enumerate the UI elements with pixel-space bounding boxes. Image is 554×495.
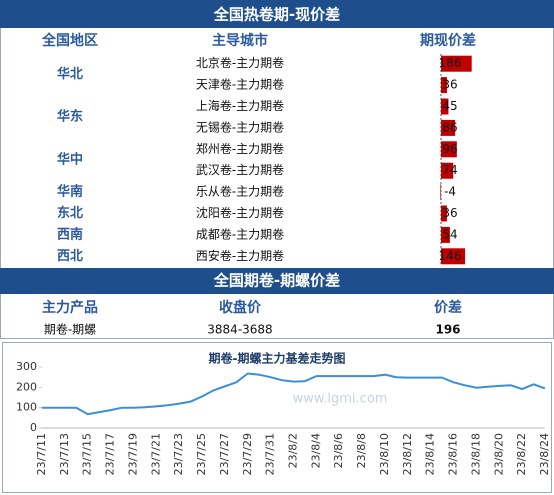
y-tick-label: 200 [16,380,37,393]
region: 西北 [57,249,83,264]
bar [440,184,441,201]
value-label: -4 [444,185,456,199]
header-bar [0,0,554,28]
region: 华南 [57,184,83,200]
column-header: 收盘价 [219,299,262,316]
region: 华中 [57,152,83,168]
city: 乐从卷-主力期卷 [196,184,284,199]
bar [441,248,466,265]
column-header: 主导城市 [212,32,268,49]
city: 郑州卷-主力期卷 [196,141,284,156]
value-label: 96 [442,142,457,156]
city: 武汉卷-主力期卷 [196,162,284,177]
cell: 196 [435,323,460,337]
region: 华东 [57,109,83,125]
x-tick-label: 23/7/17 [104,433,117,475]
column-header: 全国地区 [41,32,98,49]
x-tick-label: 23/7/11 [35,433,48,475]
header-bar [0,268,554,294]
value-label: 54 [442,227,457,241]
x-tick-label: 23/8/20 [492,433,505,475]
x-tick-label: 23/8/8 [355,433,368,468]
x-tick-label: 23/8/4 [309,433,322,468]
bar [441,205,447,222]
city: 天津卷-主力期卷 [196,77,284,92]
region: 西南 [57,226,83,242]
x-tick-label: 23/7/25 [195,433,208,475]
table-title: 全国期卷-期螺价差 [213,272,340,290]
bar [441,98,449,115]
cell: 期卷-期螺 [44,322,96,337]
x-tick-label: 23/7/27 [218,433,231,475]
chart-title: 期卷-期螺主力基差走势图 [209,351,346,366]
city: 西安卷-主力期卷 [196,248,284,263]
x-tick-label: 23/8/22 [515,433,528,475]
x-tick-label: 23/7/19 [126,433,139,475]
value-label: 146 [439,249,462,263]
bar [441,77,447,94]
value-label: 45 [442,99,457,113]
table-title: 全国热卷期-现价差 [213,6,340,24]
city: 成都卷-主力期卷 [196,226,284,241]
x-tick-label: 23/8/12 [401,433,414,475]
x-tick-label: 23/7/15 [81,433,94,475]
column-header: 期现价差 [420,32,476,49]
value-label: 186 [439,56,462,70]
x-tick-label: 23/7/31 [264,433,277,475]
watermark: www.lgmi.com [293,392,388,407]
y-tick-label: 0 [30,421,37,434]
bar [441,119,456,136]
chart-panel [2,342,552,493]
value-label: 36 [442,78,457,92]
x-tick-label: 23/8/24 [538,433,551,475]
x-tick-label: 23/8/6 [332,433,345,468]
x-tick-label: 23/8/2 [287,433,300,468]
x-tick-label: 23/8/16 [447,433,460,475]
cell: 3884-3688 [207,323,272,337]
region: 华北 [57,66,83,82]
column-header: 价差 [434,299,462,316]
value-label: 86 [442,120,457,134]
column-header: 主力产品 [42,299,98,316]
x-tick-label: 23/7/13 [58,433,71,475]
city: 北京卷-主力期卷 [196,55,284,70]
region: 东北 [57,205,83,221]
x-tick-label: 23/8/18 [469,433,482,475]
x-tick-label: 23/7/23 [172,433,185,475]
bar [441,162,454,179]
bar [441,226,450,243]
y-tick-label: 300 [16,360,37,373]
city: 无锡卷-主力期卷 [196,119,284,134]
x-tick-label: 23/8/10 [378,433,391,475]
value-label: 36 [442,206,457,220]
value-label: 74 [442,163,457,177]
city: 上海卷-主力期卷 [196,98,284,113]
x-tick-label: 23/8/14 [424,433,437,475]
x-tick-label: 23/7/29 [241,433,254,475]
city: 沈阳卷-主力期卷 [196,205,284,220]
y-tick-label: 100 [16,401,37,414]
x-tick-label: 23/7/21 [149,433,162,475]
bar [441,55,472,72]
bar [441,141,457,158]
line [42,372,546,416]
